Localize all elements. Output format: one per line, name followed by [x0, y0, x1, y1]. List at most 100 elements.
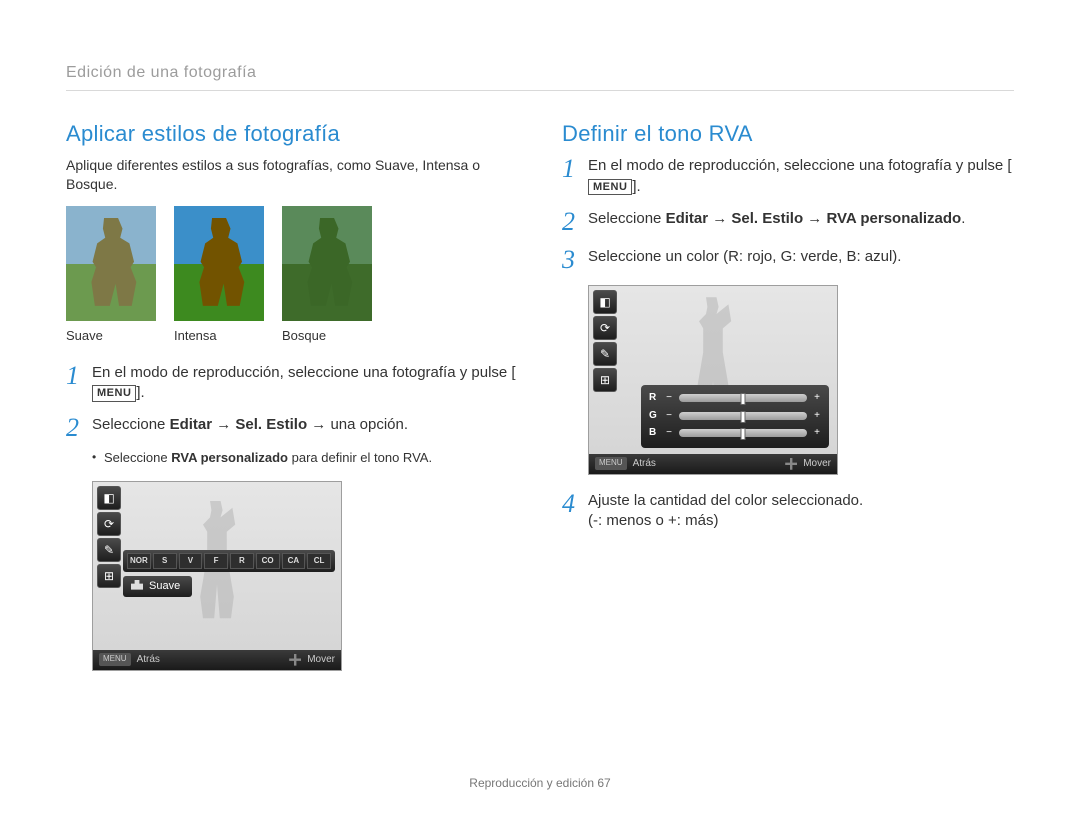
rgb-slider-r [679, 394, 807, 402]
style-token: V [179, 553, 203, 569]
adjust-icon: ⊞ [97, 564, 121, 588]
step-number: 1 [66, 363, 92, 404]
lcd-left-icons: ◧ ⟳ ✎ ⊞ [593, 290, 617, 392]
lcd-left-icons: ◧ ⟳ ✎ ⊞ [97, 486, 121, 588]
style-token: CL [307, 553, 331, 569]
lcd-style-label: Suave [123, 576, 192, 597]
rgb-row-r: R − + [649, 391, 821, 405]
lcd-footer: MENU Atrás Mover [93, 650, 341, 670]
r-step1-b: ]. [632, 178, 640, 195]
adjust-icon: ⊞ [593, 368, 617, 392]
menu-badge: MENU [92, 385, 136, 402]
step-number: 2 [66, 415, 92, 441]
step1-text-a: En el modo de reproducción, seleccione u… [92, 364, 516, 381]
right-step-3: 3 Seleccione un color (R: rojo, G: verde… [562, 247, 1014, 273]
r-step2-ar2: → [803, 210, 826, 227]
minus-icon: − [665, 409, 673, 423]
r-step3-text: Seleccione un color (R: rojo, G: verde, … [588, 247, 1014, 273]
left-title: Aplicar estilos de fotografía [66, 119, 518, 149]
rgb-panel: R − + G − + B − + [641, 385, 829, 448]
thumbnail-labels: Suave Intensa Bosque [66, 327, 518, 345]
r-step2-b2: Sel. Estilo [731, 210, 803, 227]
right-title: Definir el tono RVA [562, 119, 1014, 149]
thumb-soft [66, 206, 156, 321]
left-column: Aplicar estilos de fotografía Aplique di… [66, 119, 518, 671]
thumb-forest [282, 206, 372, 321]
minus-icon: − [665, 426, 673, 440]
lcd-menu-tag: MENU [99, 653, 131, 666]
style-token: R [230, 553, 254, 569]
breadcrumb: Edición de una fotografía [66, 62, 1014, 91]
rgb-row-g: G − + [649, 409, 821, 423]
rgb-label-b: B [649, 426, 659, 440]
plus-icon: + [813, 391, 821, 405]
resize-icon: ◧ [593, 290, 617, 314]
r-step2-b3: RVA personalizado [826, 210, 961, 227]
right-step-1: 1 En el modo de reproducción, seleccione… [562, 156, 1014, 197]
right-column: Definir el tono RVA 1 En el modo de repr… [562, 119, 1014, 671]
style-token: F [204, 553, 228, 569]
style-token: CA [282, 553, 306, 569]
dpad-icon [289, 654, 301, 666]
right-step-4: 4 Ajuste la cantidad del color seleccion… [562, 491, 1014, 532]
rotate-icon: ⟳ [97, 512, 121, 536]
r-step2-ar1: → [708, 210, 731, 227]
minus-icon: − [665, 391, 673, 405]
lcd-footer: MENU Atrás Mover [589, 454, 837, 474]
rgb-slider-b [679, 429, 807, 437]
step-number: 1 [562, 156, 588, 197]
page-footer: Reproducción y edición 67 [0, 775, 1080, 791]
step-number: 4 [562, 491, 588, 532]
plus-icon: + [813, 409, 821, 423]
menu-badge: MENU [588, 179, 632, 196]
style-strip: NOR S V F R CO CA CL [123, 550, 335, 572]
rgb-slider-g [679, 412, 807, 420]
step-number: 3 [562, 247, 588, 273]
step2-bold2: Sel. Estilo [235, 416, 307, 433]
r-step2-end: . [961, 210, 965, 227]
lcd-menu-tag: MENU [595, 457, 627, 470]
rgb-row-b: B − + [649, 426, 821, 440]
resize-icon: ◧ [97, 486, 121, 510]
r-step4-b: (-: menos o +: más) [588, 512, 718, 529]
style-token: CO [256, 553, 280, 569]
brush-icon: ✎ [593, 342, 617, 366]
lcd-style-preview: ◧ ⟳ ✎ ⊞ NOR S V F R CO CA CL Suave M [92, 481, 342, 671]
dpad-icon [785, 458, 797, 470]
step2-bold1: Editar [170, 416, 213, 433]
footer-section: Reproducción y edición [469, 776, 597, 790]
left-step-1: 1 En el modo de reproducción, seleccione… [66, 363, 518, 404]
lcd-move-label: Mover [307, 653, 335, 667]
left-intro: Aplique diferentes estilos a sus fotogra… [66, 156, 518, 194]
step2-b: → una opción. [307, 416, 408, 433]
sub-a: Seleccione [104, 450, 171, 465]
footer-page-number: 67 [597, 776, 610, 790]
sub-bold: RVA personalizado [171, 450, 288, 465]
thumb-vivid [174, 206, 264, 321]
r-step2-b1: Editar [666, 210, 709, 227]
left-step-2: 2 Seleccione Editar → Sel. Estilo → una … [66, 415, 518, 441]
lcd-rgb-preview: ◧ ⟳ ✎ ⊞ R − + G − + [588, 285, 838, 475]
step2-arrow: → [212, 416, 235, 433]
step1-text-b: ]. [136, 384, 144, 401]
sub-b: para definir el tono RVA. [288, 450, 432, 465]
left-sub-bullet: Seleccione RVA personalizado para defini… [92, 449, 518, 467]
brush-icon: ✎ [97, 538, 121, 562]
lcd-move-label: Mover [803, 457, 831, 471]
thumb-label-2: Intensa [174, 327, 264, 345]
style-token: NOR [127, 553, 151, 569]
lcd-back-label: Atrás [633, 457, 656, 471]
step-number: 2 [562, 209, 588, 235]
rgb-label-r: R [649, 391, 659, 405]
step2-a: Seleccione [92, 416, 170, 433]
r-step2-a: Seleccione [588, 210, 666, 227]
style-token: S [153, 553, 177, 569]
r-step1-a: En el modo de reproducción, seleccione u… [588, 157, 1012, 174]
thumb-label-3: Bosque [282, 327, 372, 345]
lcd-back-label: Atrás [137, 653, 160, 667]
plus-icon: + [813, 426, 821, 440]
thumb-label-1: Suave [66, 327, 156, 345]
thumbnail-row [66, 206, 518, 321]
right-step-2: 2 Seleccione Editar → Sel. Estilo → RVA … [562, 209, 1014, 235]
r-step4-a: Ajuste la cantidad del color seleccionad… [588, 492, 863, 509]
